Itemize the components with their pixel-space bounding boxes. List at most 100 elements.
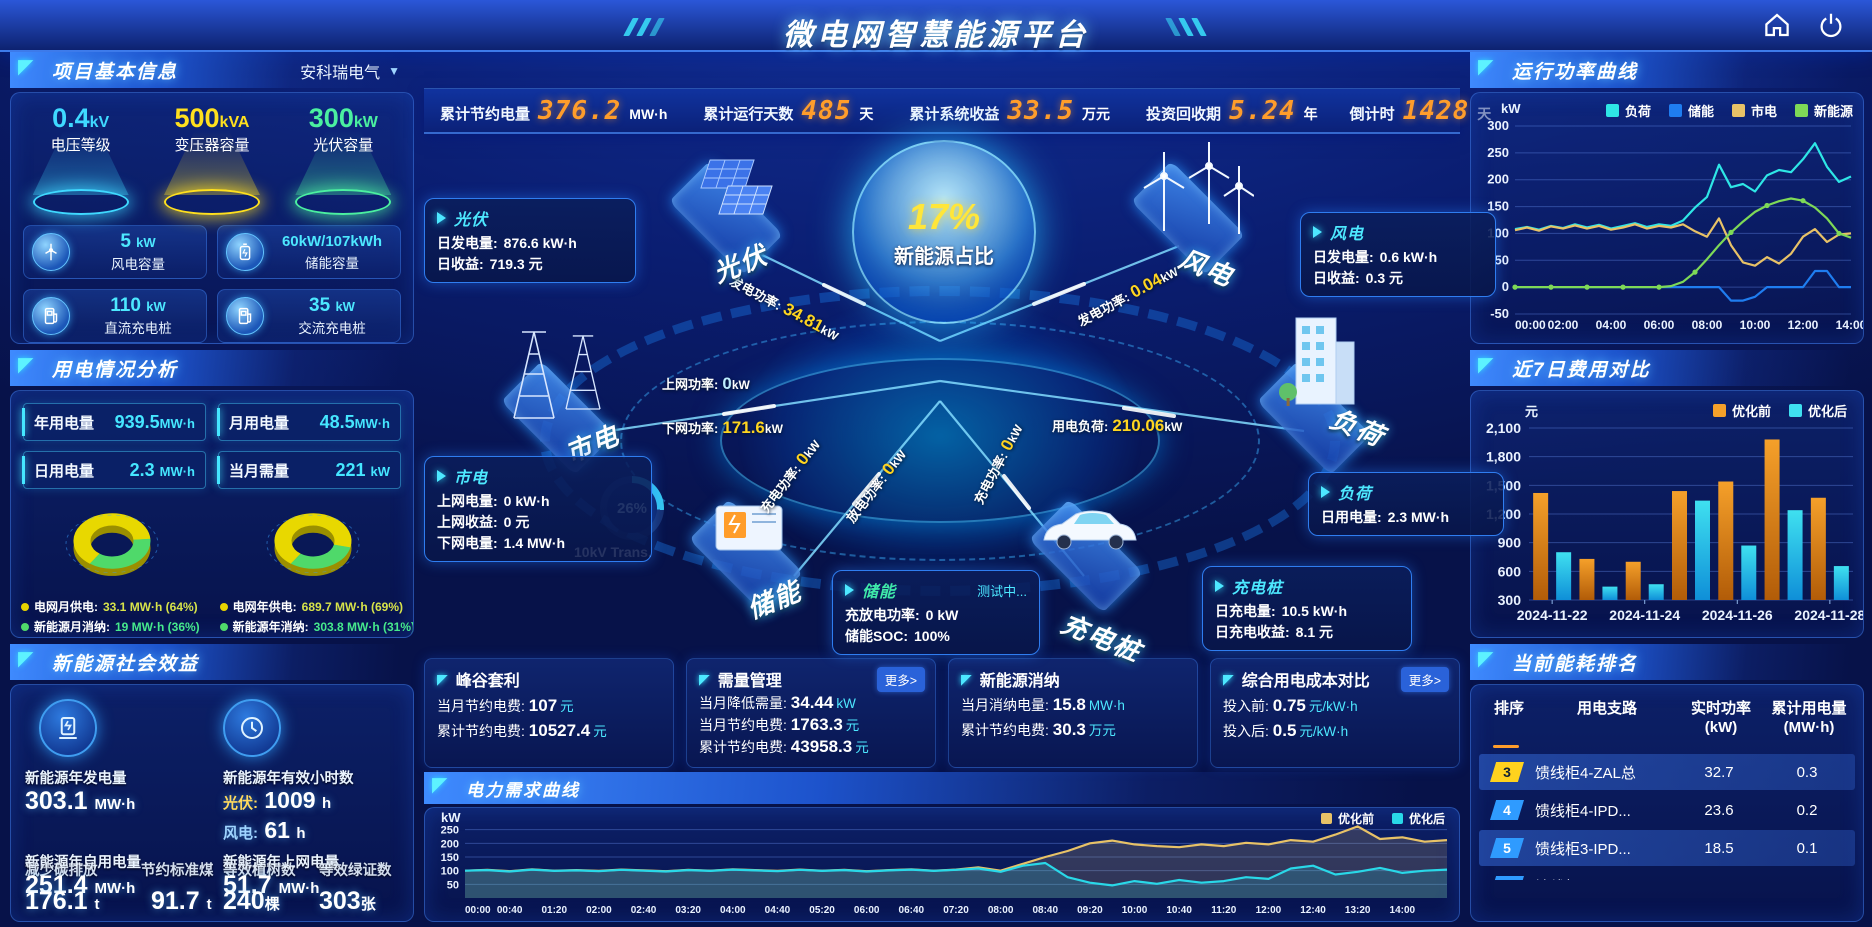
legend-item[interactable]: 优化前: [1320, 810, 1374, 827]
svg-text:14:00: 14:00: [1390, 905, 1416, 916]
panel-usage-analysis: ◤ 用电情况分析 年用电量 939.5MW·h 月用电量 48.5MW·h 日用电量…: [10, 350, 414, 638]
cost-legend[interactable]: 优化前 优化后: [1471, 401, 1863, 420]
table-row[interactable]: 4 馈线柜4-IPD... 23.6 0.2: [1479, 792, 1855, 828]
svg-text:01:20: 01:20: [541, 905, 567, 916]
table-row[interactable]: 3 馈线柜4-ZAL总 32.7 0.3: [1479, 754, 1855, 790]
svg-text:300: 300: [1498, 592, 1522, 608]
table-row[interactable]: 6 馈线柜6-IPD 22.7 0.1: [1479, 868, 1855, 880]
svg-text:2024-11-24: 2024-11-24: [1609, 607, 1680, 623]
panel-title: 项目基本信息: [52, 61, 179, 83]
home-icon[interactable]: [1762, 10, 1792, 40]
charger-info-box: 充电桩 日充电量: 10.5 kW·h 日充电收益: 8.1 元: [1202, 566, 1412, 651]
svg-text:1,800: 1,800: [1486, 449, 1521, 465]
svg-text:13:20: 13:20: [1345, 905, 1371, 916]
storage-status-badge: 测试中...: [977, 583, 1027, 599]
svg-text:09:20: 09:20: [1077, 905, 1103, 916]
col-power: 实时功率 (kW): [1690, 700, 1751, 736]
tree-value: 240棵: [223, 887, 280, 915]
svg-text:14:00: 14:00: [1836, 318, 1863, 332]
renewable-share-label: 新能源占比: [894, 245, 994, 268]
svg-text:200: 200: [441, 838, 459, 850]
capacity-spotlights: 0.4kV 电压等级 500kVA 变压器容量 300kW 光伏容量: [11, 93, 413, 219]
svg-text:0: 0: [1502, 279, 1509, 294]
arrow-icon: [1321, 486, 1330, 498]
svg-text:07:20: 07:20: [943, 905, 969, 916]
storage-capacity-card: 60kW/107kWh 储能容量: [217, 225, 401, 279]
svg-text:100: 100: [441, 866, 459, 878]
title-deco-right: [1165, 18, 1207, 36]
month-supply-donut: [37, 495, 187, 595]
carbon-label: 减少碳排放: [25, 863, 98, 879]
legend-item[interactable]: 优化后: [1788, 401, 1847, 420]
panel-demand-curve: ◤ 电力需求曲线 kW 优化前 优化后 50 100 150 200 250 00:00 00…: [424, 772, 1460, 922]
svg-text:04:00: 04:00: [1596, 318, 1627, 332]
battery-icon: [226, 233, 264, 271]
flow-up: 上网功率: 0kW: [662, 374, 750, 393]
legend-grid-month: 电网月供电: 33.1 MW·h (64%): [21, 598, 204, 615]
power-icon[interactable]: [1816, 10, 1846, 40]
cost-compare-card: ◤ 综合用电成本对比 更多> 投入前: 0.75 元/kW·h 投入后: 0.5 元/…: [1210, 658, 1460, 768]
svg-text:02:00: 02:00: [586, 905, 612, 916]
demand-legend[interactable]: 优化前 优化后: [1320, 810, 1445, 827]
company-dropdown[interactable]: 安科瑞电气 ▼: [300, 59, 400, 83]
legend-item[interactable]: 储能: [1668, 101, 1714, 120]
grid-export-label: 新能源年上网电量: [223, 855, 339, 871]
legend-item[interactable]: 新能源: [1794, 101, 1853, 120]
voltage-level: 0.4kV 电压等级: [22, 103, 140, 219]
cost-compare-chart: 3006009001,2001,5001,8002,1002024-11-222…: [1471, 420, 1863, 626]
transformer-capacity: 500kVA 变压器容量: [153, 103, 271, 219]
legend-item[interactable]: 优化后: [1391, 810, 1445, 827]
svg-text:12:00: 12:00: [1256, 905, 1282, 916]
demand-more-button[interactable]: 更多>: [876, 667, 925, 692]
card-corner-icon: ◤: [699, 670, 710, 687]
gen-value: 303.1 MW·h: [25, 787, 136, 815]
svg-text:00:00: 00:00: [1515, 318, 1546, 332]
cert-value: 303张: [319, 887, 376, 915]
gen-label: 新能源年发电量: [25, 771, 127, 787]
power-legend[interactable]: 负荷 储能 市电 新能源: [1471, 101, 1863, 120]
svg-text:150: 150: [1487, 199, 1509, 214]
inner-ring: [720, 358, 1160, 523]
svg-text:06:40: 06:40: [899, 905, 925, 916]
svg-text:200: 200: [1487, 172, 1509, 187]
svg-text:00:40: 00:40: [497, 905, 523, 916]
ranking-rows: 3 馈线柜4-ZAL总 32.7 0.3 4 馈线柜4-IPD... 23.6 …: [1471, 752, 1863, 880]
panel-corner-icon: ◤: [18, 648, 34, 670]
tree-label: 等效植树数: [223, 863, 296, 879]
svg-text:02:00: 02:00: [1548, 318, 1579, 332]
rank-badge: 6: [1490, 876, 1524, 880]
legend-item[interactable]: 优化前: [1712, 401, 1771, 420]
wind-capacity-card: 5 kW 风电容量: [23, 225, 207, 279]
title-deco-left: [623, 18, 665, 36]
solar-panel-icon: [700, 159, 773, 215]
svg-text:04:00: 04:00: [720, 905, 746, 916]
legend-item[interactable]: 负荷: [1605, 101, 1651, 120]
svg-text:00:00: 00:00: [465, 905, 491, 916]
month-usage-stat: 月用电量 48.5MW·h: [217, 403, 401, 441]
panel-project-info: ◤ 项目基本信息 安科瑞电气 ▼ 0.4kV 电压等级 500kVA 变压器容量…: [10, 52, 414, 344]
month-demand-stat: 当月需量 221 kW: [217, 451, 401, 489]
table-row[interactable]: 5 馈线柜3-IPD... 18.5 0.1: [1479, 830, 1855, 866]
ranking-table-header: 排序 用电支路 实时功率 (kW) 累计用电量 (MW·h): [1471, 685, 1863, 743]
svg-text:900: 900: [1498, 535, 1522, 551]
panel-title: 电力需求曲线: [466, 780, 580, 800]
svg-text:250: 250: [441, 825, 459, 837]
svg-text:10:00: 10:00: [1740, 318, 1771, 332]
col-rank: 排序: [1493, 700, 1524, 717]
panel-title: 近7日费用对比: [1512, 359, 1651, 381]
cost-more-button[interactable]: 更多>: [1400, 667, 1449, 692]
arrow-icon: [437, 470, 446, 482]
arrow-icon: [1313, 226, 1322, 238]
svg-text:250: 250: [1487, 145, 1509, 160]
legend-item[interactable]: 市电: [1731, 101, 1777, 120]
panel-energy-ranking: ◤ 当前能耗排名 排序 用电支路 实时功率 (kW) 累计用电量 (MW·h) 3 …: [1470, 644, 1864, 922]
panel-social-benefits: ◤ 新能源社会效益 新能源年发电量 303.1 MW·h 新能源年有效小时数 光…: [10, 644, 414, 922]
svg-text:06:00: 06:00: [1644, 318, 1675, 332]
pv-info-box: 光伏 日发电量: 876.6 kW·h 日收益: 719.3 元: [424, 198, 636, 283]
svg-text:12:40: 12:40: [1300, 905, 1326, 916]
svg-text:150: 150: [441, 852, 459, 864]
carbon-value: 176.1 t: [25, 887, 100, 915]
rank-badge: 3: [1490, 762, 1524, 782]
panel-corner-icon: ◤: [18, 354, 34, 376]
